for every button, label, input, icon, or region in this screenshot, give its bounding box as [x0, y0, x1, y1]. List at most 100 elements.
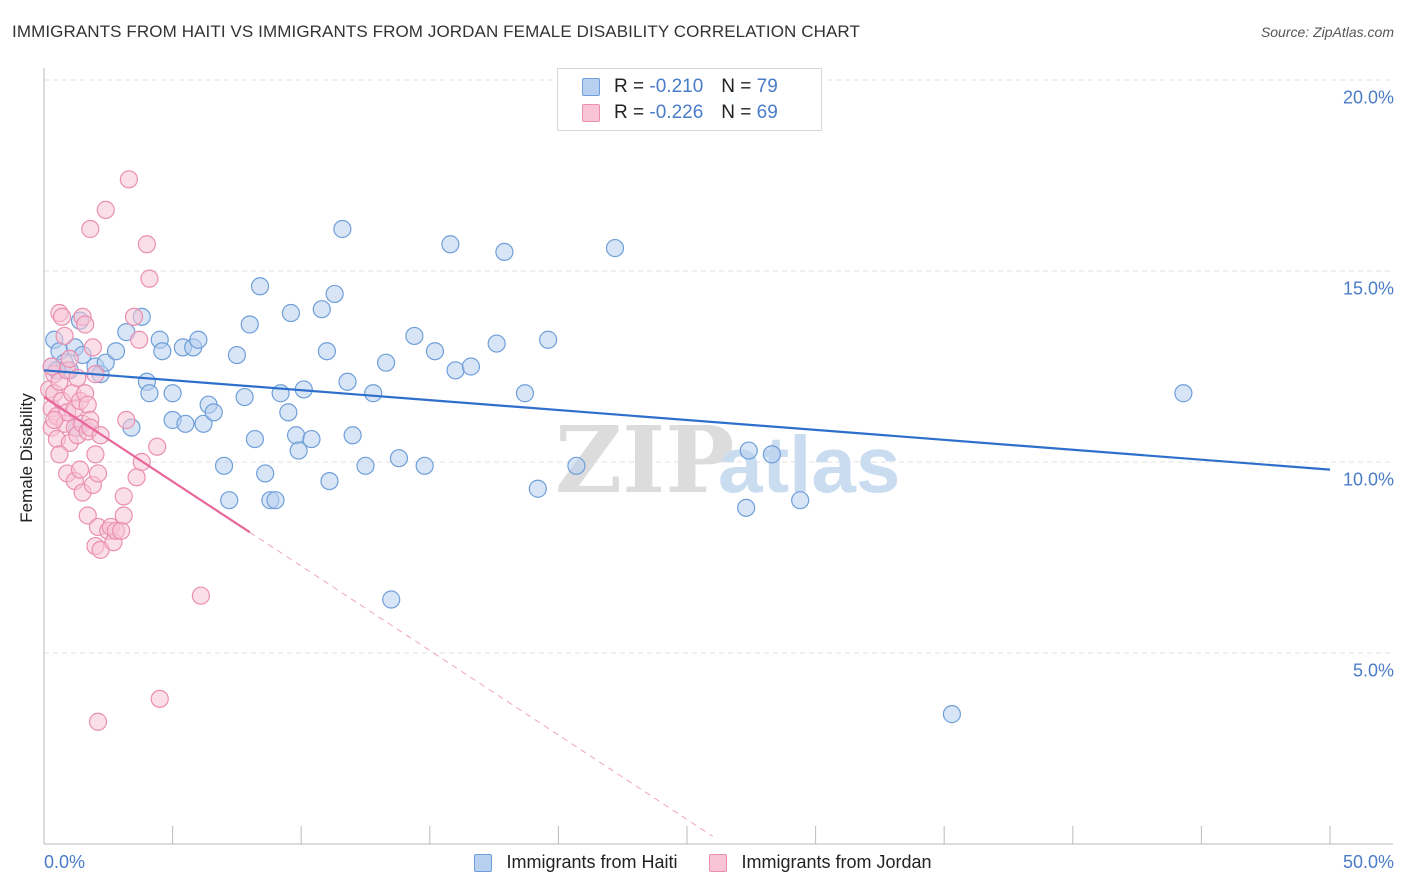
haiti-point [281, 303, 301, 323]
jordan-point [114, 506, 133, 525]
haiti-trend-line [43, 369, 1331, 471]
haiti-point [176, 414, 195, 433]
jordan-point [55, 326, 74, 346]
haiti-point [737, 498, 756, 517]
jordan-point [137, 235, 156, 254]
haiti-point [325, 284, 344, 304]
legend-row-haiti: R = -0.210 N = 79 [582, 76, 778, 98]
jordan-point [88, 464, 108, 483]
haiti-point [317, 342, 337, 361]
haiti-point [791, 491, 810, 510]
haiti-point [227, 345, 246, 365]
haiti-point [286, 426, 306, 445]
jordan-point [50, 445, 69, 464]
haiti-point [189, 330, 208, 349]
jordan-trend-extension [249, 531, 713, 837]
chart-title: IMMIGRANTS FROM HAITI VS IMMIGRANTS FROM… [12, 22, 860, 41]
jordan-point [81, 219, 100, 239]
haiti-point [302, 429, 321, 449]
jordan-point [117, 410, 136, 430]
haiti-point [312, 300, 331, 319]
n-label: N = [721, 102, 752, 123]
haiti-point [441, 235, 460, 254]
legend-label-jordan: Immigrants from Jordan [741, 852, 932, 872]
r-label: R = [614, 102, 645, 123]
x-tick-label-min: 0.0% [44, 852, 86, 872]
haiti-point [220, 491, 239, 510]
legend-label-haiti: Immigrants from Haiti [506, 852, 678, 872]
haiti-r-value: -0.210 [649, 76, 704, 97]
haiti-point [405, 326, 424, 346]
y-tick-label: 5.0% [1352, 660, 1394, 681]
jordan-n-value: 69 [756, 102, 778, 123]
haiti-point [279, 403, 298, 422]
x-tick-label-max: 50.0% [1342, 852, 1394, 872]
jordan-trend-line [43, 396, 251, 534]
haiti-point [96, 353, 115, 372]
jordan-point [70, 460, 90, 479]
haiti-point [320, 472, 339, 491]
haiti-point [739, 441, 758, 460]
jordan-point [96, 200, 115, 219]
jordan-r-value: -0.226 [649, 102, 704, 123]
haiti-point [214, 456, 234, 475]
jordan-point [78, 395, 97, 414]
haiti-point [539, 330, 558, 349]
haiti-point [515, 384, 535, 403]
haiti-point [153, 342, 172, 361]
haiti-point [425, 342, 445, 361]
haiti-point [140, 384, 159, 403]
haiti-point [446, 361, 465, 380]
haiti-point [605, 238, 625, 258]
jordan-point [114, 487, 133, 506]
haiti-legend-swatch [474, 853, 493, 872]
jordan-point [76, 315, 95, 334]
jordan-point [140, 269, 159, 288]
jordan-point [191, 586, 210, 605]
y-tick-label: 10.0% [1342, 469, 1394, 490]
haiti-swatch [582, 78, 600, 96]
legend-item-jordan[interactable]: Immigrants from Jordan [709, 852, 932, 873]
haiti-n-value: 79 [756, 76, 778, 97]
jordan-point [150, 689, 169, 708]
jordan-point [112, 521, 131, 540]
stats-legend: R = -0.210 N = 79 R = -0.226 N = 69 [557, 68, 822, 131]
haiti-point [1174, 384, 1193, 403]
haiti-point [289, 441, 308, 460]
jordan-point [119, 170, 138, 189]
jordan-point [60, 349, 79, 368]
jordan-point [148, 437, 167, 456]
legend-row-jordan: R = -0.226 N = 69 [582, 102, 778, 124]
haiti-point [240, 315, 259, 334]
watermark-zip: ZIP [555, 406, 734, 514]
legend-item-haiti[interactable]: Immigrants from Haiti [474, 852, 677, 873]
y-tick-label: 20.0% [1342, 87, 1394, 108]
y-tick-label: 15.0% [1342, 278, 1394, 299]
haiti-point [356, 456, 375, 475]
haiti-point [343, 426, 362, 445]
haiti-point [495, 242, 514, 261]
jordan-point [52, 307, 72, 326]
n-label: N = [721, 76, 752, 97]
haiti-point [194, 414, 213, 433]
jordan-point [78, 506, 97, 525]
haiti-point [163, 384, 182, 403]
haiti-point [415, 456, 434, 475]
jordan-point [83, 338, 102, 357]
haiti-point [364, 384, 383, 403]
haiti-point [528, 479, 547, 498]
haiti-point [256, 464, 275, 483]
haiti-point [266, 491, 285, 510]
jordan-point [86, 445, 105, 464]
haiti-point [942, 705, 962, 724]
haiti-point [106, 342, 126, 361]
series-legend: Immigrants from Haiti Immigrants from Jo… [0, 852, 1406, 873]
haiti-point [250, 277, 270, 296]
haiti-point [487, 334, 506, 353]
jordan-swatch [582, 104, 600, 122]
jordan-point [45, 410, 64, 430]
jordan-legend-swatch [709, 853, 728, 872]
r-label: R = [614, 76, 645, 97]
haiti-point [245, 429, 265, 449]
